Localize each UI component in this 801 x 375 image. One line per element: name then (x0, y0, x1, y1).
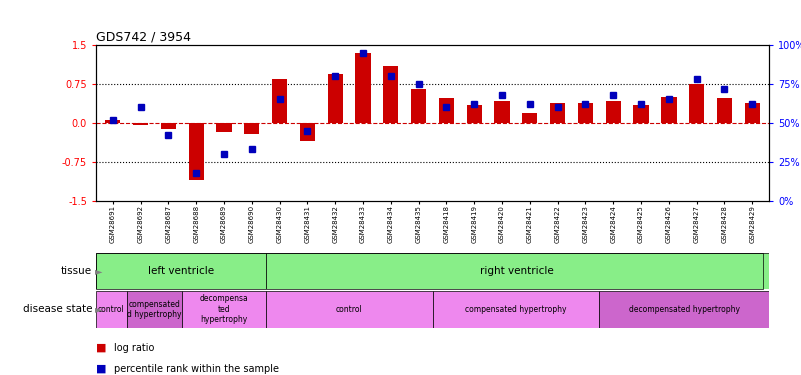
Text: ►: ► (95, 266, 103, 276)
Bar (661, 97, 677, 123)
Bar (745, 103, 760, 123)
Bar (717, 98, 732, 123)
Text: control: control (98, 305, 125, 314)
Text: ■: ■ (96, 364, 107, 374)
Text: disease state: disease state (22, 304, 92, 314)
Bar (244, 123, 260, 134)
Bar (689, 84, 704, 123)
Text: ■: ■ (96, 343, 107, 353)
Bar (522, 114, 537, 123)
Bar (161, 123, 176, 129)
Bar (433, 291, 599, 328)
Bar (133, 123, 148, 125)
Bar (411, 89, 426, 123)
Bar (550, 103, 566, 123)
Bar (634, 105, 649, 123)
Text: ►: ► (95, 304, 103, 314)
Bar (439, 98, 454, 123)
Bar (216, 123, 231, 132)
Bar (105, 120, 120, 123)
Text: compensated
d hypertrophy: compensated d hypertrophy (127, 300, 182, 319)
Bar (383, 66, 398, 123)
Bar (96, 253, 266, 289)
Text: left ventricle: left ventricle (148, 266, 214, 276)
Bar (494, 101, 509, 123)
Bar (272, 79, 288, 123)
Bar (467, 105, 482, 123)
Text: GDS742 / 3954: GDS742 / 3954 (96, 31, 191, 44)
Bar (127, 291, 183, 328)
Text: right ventricle: right ventricle (481, 266, 554, 276)
Text: decompensa
ted
hypertrophy: decompensa ted hypertrophy (199, 294, 248, 324)
Bar (266, 291, 433, 328)
Text: compensated hypertrophy: compensated hypertrophy (465, 305, 566, 314)
Bar (606, 101, 621, 123)
Text: log ratio: log ratio (114, 343, 154, 353)
Text: percentile rank within the sample: percentile rank within the sample (114, 364, 279, 374)
Text: tissue: tissue (61, 266, 92, 276)
Bar (266, 253, 769, 289)
Bar (183, 291, 266, 328)
Bar (599, 291, 769, 328)
Bar (328, 74, 343, 123)
Bar (96, 291, 127, 328)
Text: decompensated hypertrophy: decompensated hypertrophy (629, 305, 739, 314)
Bar (578, 103, 593, 123)
Text: control: control (336, 305, 363, 314)
Bar (300, 123, 315, 141)
Bar (188, 123, 204, 180)
Bar (356, 53, 371, 123)
